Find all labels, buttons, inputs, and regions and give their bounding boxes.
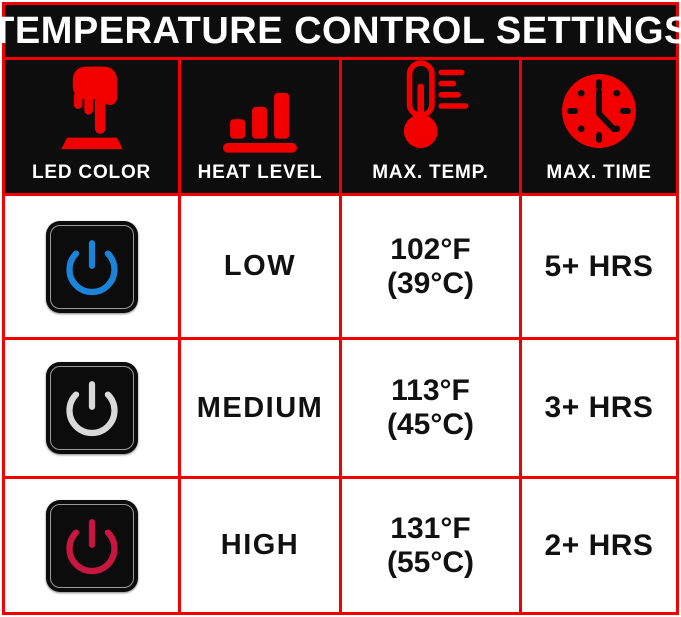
power-button-blue <box>45 220 138 313</box>
max-time-value: 3+ HRS <box>544 391 654 424</box>
row-low-led-cell <box>5 196 178 337</box>
power-button-bezel <box>49 366 134 450</box>
thermometer-icon <box>389 59 473 153</box>
column-header-label: LED COLOR <box>31 162 152 183</box>
clock-icon <box>557 60 641 153</box>
power-button-bezel <box>49 224 134 309</box>
heat-level-value: LOW <box>223 250 297 282</box>
row-high-heat-cell: HIGH <box>181 479 339 612</box>
column-header-led-color: LED COLOR <box>5 60 178 193</box>
hand-press-icon <box>44 57 140 153</box>
max-temp-celsius: (55°C) <box>386 545 474 579</box>
row-high-temp-cell: 131°F (55°C) <box>342 479 519 612</box>
row-medium-temp-cell: 113°F (45°C) <box>342 340 519 476</box>
row-low-temp-cell: 102°F (39°C) <box>342 196 519 337</box>
column-header-label: MAX. TEMP. <box>372 162 489 183</box>
row-high-time-cell: 2+ HRS <box>522 479 676 612</box>
column-header-label: MAX. TIME <box>546 162 652 183</box>
power-button-bezel <box>49 503 134 588</box>
row-low-time-cell: 5+ HRS <box>522 196 676 337</box>
heat-level-value: HIGH <box>220 529 300 561</box>
power-icon <box>65 381 118 437</box>
column-header-label: HEAT LEVEL <box>197 162 323 183</box>
max-temp-celsius: (39°C) <box>386 266 474 300</box>
power-icon <box>65 518 118 574</box>
bar-chart-icon <box>216 60 304 153</box>
max-time-value: 2+ HRS <box>544 528 654 562</box>
row-medium-heat-cell: MEDIUM <box>181 340 339 476</box>
max-temp-fahrenheit: 131°F <box>390 511 471 545</box>
power-button-red <box>45 499 138 592</box>
title-bar: TEMPERATURE CONTROL SETTINGS <box>0 5 681 57</box>
row-medium-time-cell: 3+ HRS <box>522 340 676 476</box>
max-temp-value: 131°F (55°C) <box>387 512 474 580</box>
max-temp-value: 102°F (39°C) <box>387 233 474 301</box>
row-high-led-cell <box>5 479 178 612</box>
max-temp-value: 113°F (45°C) <box>387 374 474 442</box>
row-medium-led-cell <box>5 340 178 476</box>
power-button-white <box>45 362 138 454</box>
max-temp-fahrenheit: 113°F <box>391 374 470 408</box>
column-header-max-temp: MAX. TEMP. <box>342 60 519 193</box>
max-time-value: 5+ HRS <box>544 249 654 283</box>
column-header-max-time: MAX. TIME <box>522 60 676 193</box>
max-temp-fahrenheit: 102°F <box>390 232 471 266</box>
column-header-heat-level: HEAT LEVEL <box>181 60 339 193</box>
row-low-heat-cell: LOW <box>181 196 339 337</box>
page-title: TEMPERATURE CONTROL SETTINGS <box>0 9 681 52</box>
max-temp-celsius: (45°C) <box>386 408 474 441</box>
heat-level-value: MEDIUM <box>196 391 324 424</box>
power-icon <box>65 239 118 295</box>
